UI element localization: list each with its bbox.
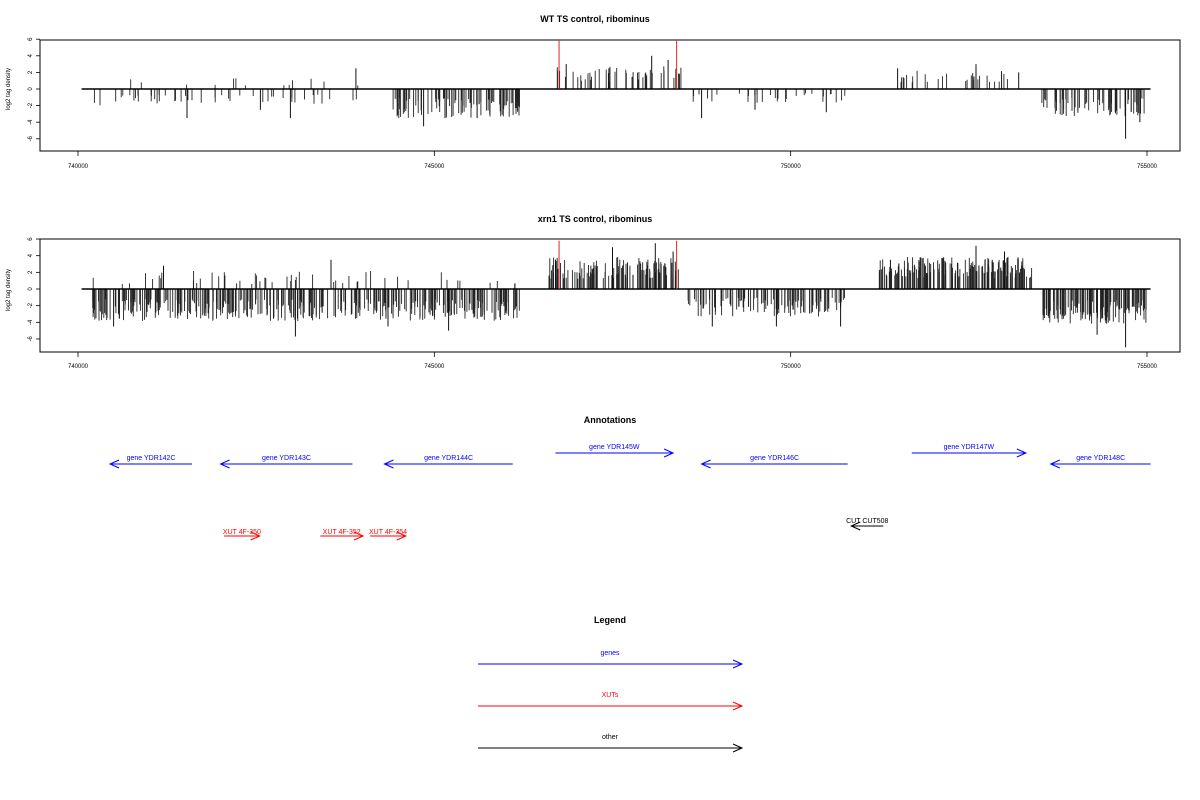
y-tick-label: 4 bbox=[28, 253, 34, 257]
feature-label: gene YDR147W bbox=[944, 444, 995, 451]
legend-arrow bbox=[478, 743, 744, 753]
annotation-features: gene YDR142C gene YDR143C gene YDR144C gene… bbox=[108, 444, 1151, 541]
feature-label: XUT 4F-352 bbox=[323, 529, 361, 536]
feature-arrow bbox=[108, 459, 193, 469]
xrn1-y-axis-label: log2 tag density bbox=[6, 269, 12, 311]
y-tick-label: 2 bbox=[28, 70, 34, 74]
feature-arrow bbox=[1049, 459, 1151, 469]
feature-arrow bbox=[320, 531, 365, 541]
legend-label: other bbox=[602, 734, 619, 741]
y-tick-label: 6 bbox=[28, 237, 34, 241]
legend-arrow bbox=[478, 701, 744, 711]
feature-label: gene YDR146C bbox=[750, 455, 799, 462]
feature-arrow bbox=[700, 459, 848, 469]
y-tick-label: 4 bbox=[28, 53, 34, 57]
y-tick-label: 0 bbox=[28, 287, 34, 291]
x-tick-label: 750000 bbox=[781, 164, 802, 170]
feature-arrow bbox=[850, 521, 884, 531]
x-tick-label: 740000 bbox=[68, 164, 89, 170]
y-tick-label: -6 bbox=[28, 336, 34, 342]
wt-y-ticks: 6 4 2 0 -2 -4 -6 bbox=[28, 37, 40, 141]
feature-label: XUT 4F-354 bbox=[369, 529, 407, 536]
y-tick-label: -2 bbox=[28, 302, 34, 308]
wt-density-bars bbox=[81, 40, 1151, 139]
wt-y-axis-label: log2 tag density bbox=[6, 68, 12, 110]
legend: Legend genes XUTs other bbox=[478, 615, 744, 753]
legend-arrow bbox=[478, 659, 744, 669]
y-tick-label: 6 bbox=[28, 37, 34, 41]
y-tick-label: -6 bbox=[28, 135, 34, 141]
feature-label: CUT CUT508 bbox=[846, 518, 888, 525]
feature-arrow bbox=[383, 459, 513, 469]
xrn1-density-panel: xrn1 TS control, ribominus log2 tag dens… bbox=[6, 214, 1181, 370]
x-tick-label: 750000 bbox=[781, 364, 802, 370]
legend-label: XUTs bbox=[602, 692, 619, 699]
feature-label: gene YDR145W bbox=[589, 444, 640, 451]
feature-label: gene YDR142C bbox=[127, 455, 176, 462]
wt-plot-frame bbox=[39, 39, 1181, 152]
wt-x-ticks: 740000 745000 750000 755000 bbox=[68, 151, 1158, 170]
xrn1-x-ticks: 740000 745000 750000 755000 bbox=[68, 352, 1158, 370]
annotations-title: Annotations bbox=[584, 415, 637, 425]
feature-label: gene YDR148C bbox=[1076, 455, 1125, 462]
xrn1-panel-title: xrn1 TS control, ribominus bbox=[538, 214, 653, 224]
wt-panel-title: WT TS control, ribominus bbox=[540, 14, 650, 24]
xrn1-y-ticks: 6 4 2 0 -2 -4 -6 bbox=[28, 237, 40, 342]
legend-items: genes XUTs other bbox=[478, 650, 744, 753]
x-tick-label: 745000 bbox=[424, 164, 445, 170]
feature-label: gene YDR143C bbox=[262, 455, 311, 462]
feature-arrow bbox=[911, 448, 1028, 458]
feature-label: gene YDR144C bbox=[424, 455, 473, 462]
xrn1-density-bars bbox=[81, 240, 1151, 348]
y-tick-label: -4 bbox=[28, 319, 34, 325]
annotations-track: Annotations gene YDR142C gene YDR143C gene… bbox=[108, 415, 1151, 541]
y-tick-label: 2 bbox=[28, 270, 34, 274]
legend-title: Legend bbox=[594, 615, 626, 625]
x-tick-label: 740000 bbox=[68, 364, 89, 370]
x-tick-label: 755000 bbox=[1137, 364, 1158, 370]
x-tick-label: 745000 bbox=[424, 364, 445, 370]
feature-arrow bbox=[224, 531, 261, 541]
feature-arrow bbox=[555, 448, 675, 458]
feature-arrow bbox=[219, 459, 353, 469]
legend-label: genes bbox=[600, 650, 620, 657]
xrn1-plot-frame bbox=[39, 238, 1181, 353]
feature-arrow bbox=[370, 531, 408, 541]
wt-density-panel: WT TS control, ribominus log2 tag densit… bbox=[6, 14, 1181, 170]
y-tick-label: -2 bbox=[28, 102, 34, 108]
feature-label: XUT 4F-350 bbox=[223, 529, 261, 536]
y-tick-label: 0 bbox=[28, 87, 34, 91]
x-tick-label: 755000 bbox=[1137, 164, 1158, 170]
y-tick-label: -4 bbox=[28, 119, 34, 125]
